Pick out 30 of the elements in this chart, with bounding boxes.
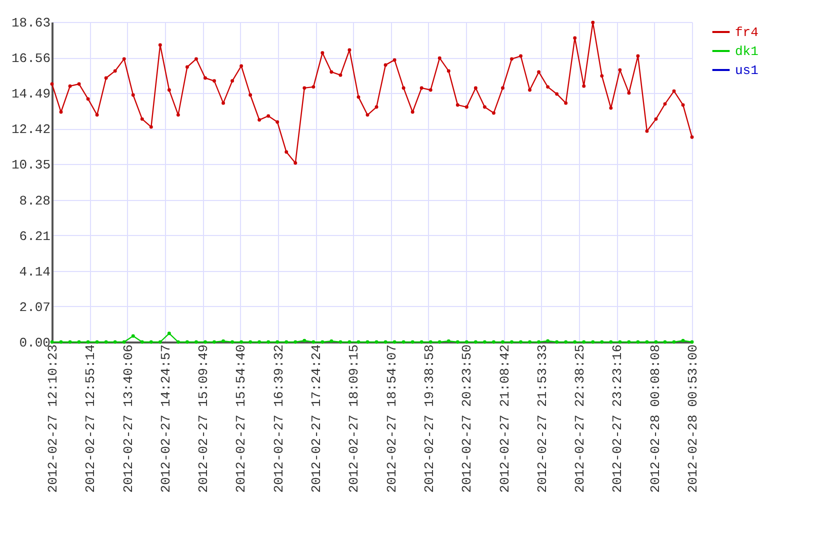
y-tick-label: 6.21 — [19, 228, 51, 244]
y-tick-label: 14.49 — [11, 86, 50, 102]
y-tick-label: 12.42 — [11, 122, 50, 138]
x-tick-label: 2012-02-27 15:09:49 — [196, 344, 212, 493]
x-tick-label: 2012-02-27 12:10:23 — [46, 344, 60, 493]
x-tick-label: 2012-02-27 15:54:40 — [234, 344, 249, 493]
y-tick-label: 16.56 — [11, 51, 50, 66]
x-tick-label: 2012-02-27 12:55:14 — [83, 344, 98, 493]
x-tick-label: 2012-02-27 14:24:57 — [158, 344, 174, 493]
x-tick-label: 2012-02-28 00:53:00 — [686, 344, 700, 493]
x-tick-label: 2012-02-27 22:38:25 — [572, 344, 588, 493]
x-tick-label: 2012-02-27 18:09:15 — [346, 344, 362, 493]
y-tick-label: 18.63 — [11, 16, 50, 30]
x-tick-label: 2012-02-27 21:53:33 — [534, 344, 550, 493]
y-tick-label: 4.14 — [19, 264, 51, 280]
legend-label: dk1 — [735, 44, 759, 59]
x-tick-label: 2012-02-27 16:39:32 — [271, 344, 286, 493]
x-tick-label: 2012-02-27 17:24:24 — [309, 344, 324, 493]
x-tick-label: 2012-02-27 18:54:07 — [384, 344, 400, 493]
x-tick-label: 2012-02-27 13:40:06 — [120, 344, 136, 493]
y-tick-label: 10.35 — [11, 158, 50, 173]
x-tick-label: 2012-02-27 20:23:50 — [460, 344, 475, 493]
legend-label: fr4 — [735, 25, 759, 40]
x-tick-label: 2012-02-27 21:08:42 — [497, 344, 512, 493]
y-tick-label: 2.07 — [19, 300, 50, 315]
x-tick-label: 2012-02-27 19:38:58 — [422, 344, 437, 493]
x-tick-label: 2012-02-28 00:08:08 — [648, 344, 663, 493]
y-tick-label: 8.28 — [19, 193, 50, 208]
x-tick-label: 2012-02-27 23:23:16 — [610, 344, 626, 493]
legend-label: us1 — [735, 63, 759, 78]
